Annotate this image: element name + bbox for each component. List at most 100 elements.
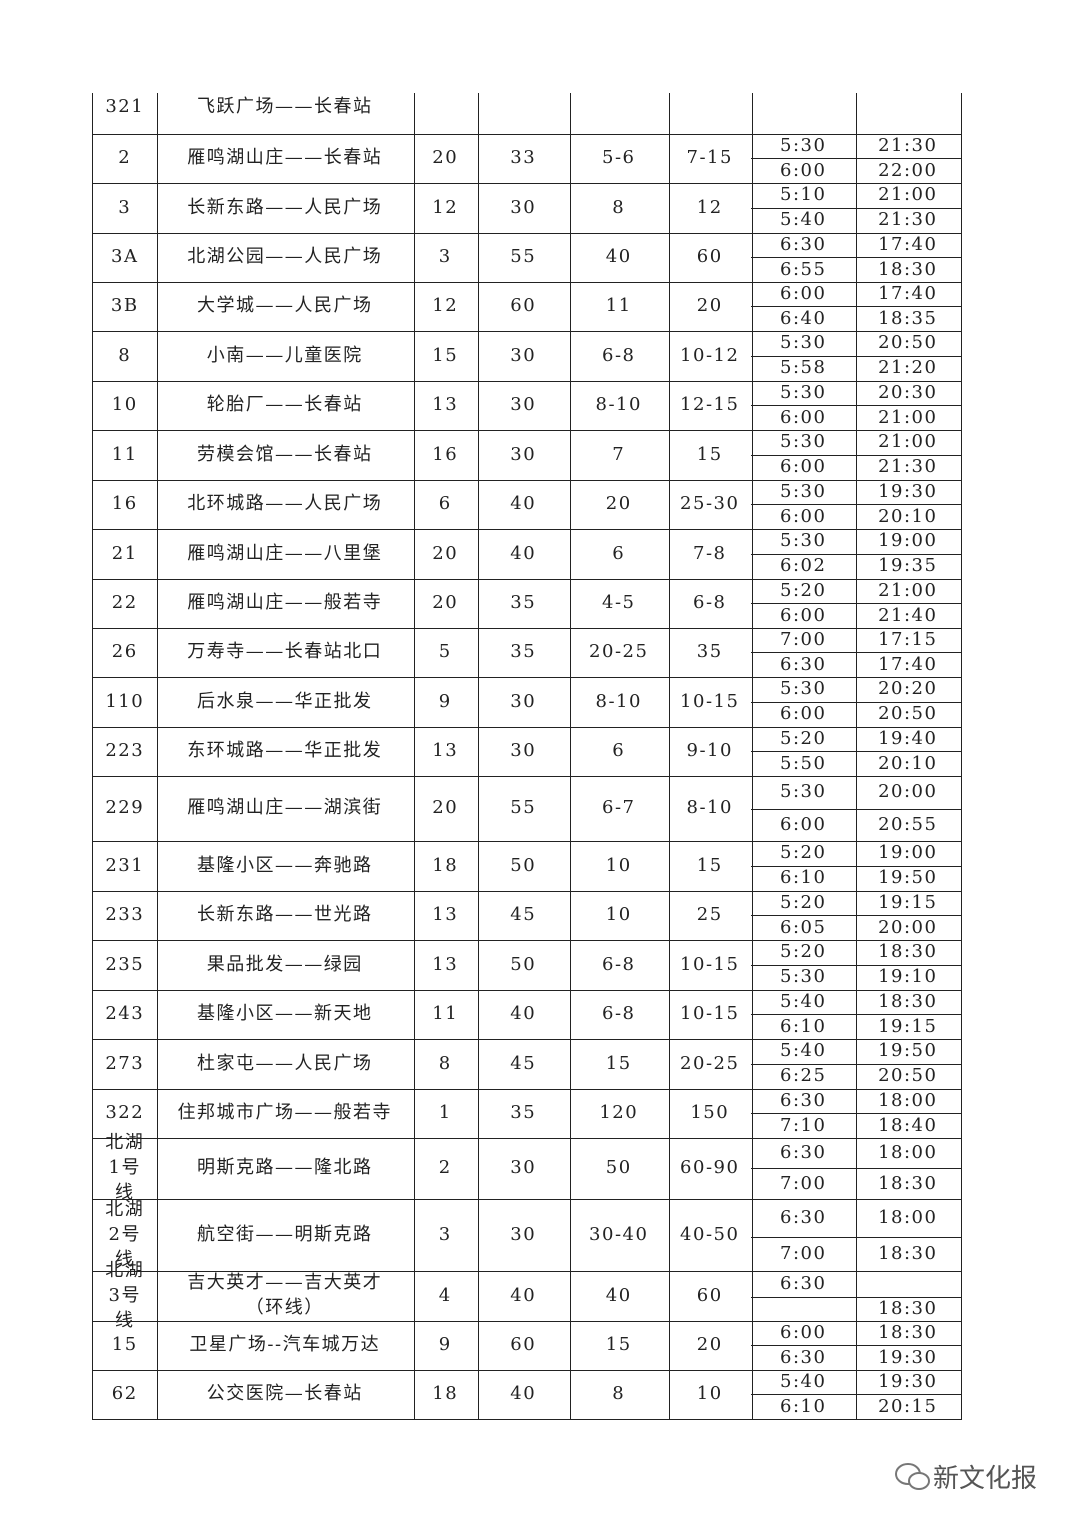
last-bus: 17:40 — [855, 651, 962, 678]
buses-cell: 1 — [413, 1088, 479, 1139]
peak-cell-text: 6 — [612, 740, 626, 762]
first-bus-text: 6:00 — [780, 703, 827, 725]
route-cell: 322 — [92, 1088, 158, 1139]
last-bus: 18:00 — [855, 1088, 962, 1114]
offpeak-cell: 10-15 — [668, 989, 753, 1040]
last-bus: 19:15 — [855, 1013, 962, 1040]
last-bus-text: 17:40 — [878, 653, 938, 675]
route-cell: 北湖3号线 — [92, 1260, 158, 1331]
route-cell: 15 — [92, 1320, 158, 1371]
last-bus-text: 20:00 — [878, 781, 938, 803]
first-bus: 6:10 — [751, 865, 857, 892]
first-bus-text: 5:40 — [780, 991, 827, 1012]
last-bus: 20:10 — [855, 750, 962, 777]
length-cell: 40 — [477, 528, 571, 580]
last-bus: 21:30 — [855, 133, 962, 159]
offpeak-cell-text: 35 — [696, 641, 723, 663]
length-cell-text: 40 — [510, 1003, 537, 1025]
last-bus-text: 21:20 — [878, 357, 938, 379]
last-bus-text: 20:55 — [878, 813, 938, 835]
first-bus: 7:10 — [751, 1112, 857, 1139]
route-cell-text: 北湖2号线 — [105, 1198, 145, 1270]
peak-cell — [569, 93, 670, 135]
route-cell: 22 — [92, 578, 158, 629]
buses-cell: 12 — [413, 281, 479, 332]
length-cell-text: 33 — [510, 147, 537, 169]
route-cell: 62 — [92, 1369, 158, 1420]
last-bus: 22:00 — [855, 157, 962, 184]
last-bus: 18:00 — [855, 1198, 962, 1238]
route-cell: 233 — [92, 890, 158, 941]
last-bus-text: 18:30 — [878, 991, 938, 1012]
buses-cell-text: 13 — [432, 904, 459, 926]
buses-cell: 9 — [413, 1320, 479, 1371]
length-cell-text: 50 — [510, 953, 537, 975]
last-bus-text: 20:50 — [878, 1065, 938, 1087]
first-bus: 6:00 — [751, 602, 857, 629]
first-bus-text: 5:30 — [780, 431, 827, 453]
length-cell-text: 35 — [510, 592, 537, 614]
first-bus: 6:10 — [751, 1013, 857, 1040]
last-bus-text: 19:50 — [878, 1040, 938, 1062]
route-cell: 10 — [92, 380, 158, 431]
last-bus: 19:50 — [855, 865, 962, 892]
peak-cell-text: 15 — [605, 1052, 632, 1074]
peak-cell: 6 — [569, 528, 670, 580]
offpeak-cell-text: 60 — [696, 1284, 723, 1306]
first-bus-text: 6:30 — [780, 1272, 827, 1294]
length-cell: 35 — [477, 578, 571, 629]
first-bus: 6:30 — [751, 1344, 857, 1371]
peak-cell-text: 6-8 — [602, 953, 636, 975]
length-cell-text: 30 — [510, 690, 537, 712]
offpeak-cell: 7-8 — [668, 528, 753, 580]
length-cell: 30 — [477, 726, 571, 777]
length-cell: 40 — [477, 1369, 571, 1420]
first-bus: 6:30 — [751, 1198, 857, 1238]
first-bus: 6:40 — [751, 305, 857, 332]
watermark-text: 新文化报 — [933, 1464, 1038, 1494]
name-cell: 北环城路——人民广场 — [156, 479, 415, 530]
first-bus: 6:00 — [751, 503, 857, 530]
first-bus-text: 7:00 — [780, 629, 827, 650]
buses-cell-text: 6 — [438, 493, 452, 515]
route-cell-text: 223 — [105, 740, 145, 762]
buses-cell: 6 — [413, 479, 479, 530]
peak-cell-text: 40 — [605, 246, 632, 268]
last-bus-text: 21:00 — [878, 580, 938, 601]
buses-cell: 8 — [413, 1038, 479, 1090]
buses-cell-text: 9 — [438, 1334, 452, 1356]
length-cell-text: 55 — [510, 246, 537, 268]
peak-cell-text: 30-40 — [589, 1223, 649, 1245]
last-bus: 20:00 — [855, 914, 962, 941]
offpeak-cell-text: 15 — [696, 443, 723, 465]
first-bus-text: 5:58 — [780, 357, 827, 379]
first-bus-text: 5:40 — [780, 209, 827, 231]
offpeak-cell-text: 25-30 — [680, 493, 740, 515]
peak-cell: 6-8 — [569, 989, 670, 1040]
buses-cell-text: 20 — [432, 147, 459, 169]
last-bus-text: 20:50 — [878, 332, 938, 354]
offpeak-cell: 10-15 — [668, 676, 753, 728]
route-cell: 273 — [92, 1038, 158, 1090]
route-cell-text: 26 — [111, 641, 138, 663]
name-cell: 雁鸣湖山庄——长春站 — [156, 133, 415, 184]
peak-cell-text: 11 — [605, 295, 632, 317]
peak-cell: 11 — [569, 281, 670, 332]
last-bus-text: 19:35 — [878, 555, 938, 577]
route-cell: 21 — [92, 528, 158, 580]
first-bus: 7:00 — [751, 1167, 857, 1200]
length-cell: 45 — [477, 1038, 571, 1090]
first-bus-text: 6:00 — [780, 406, 827, 428]
length-cell-text: 35 — [510, 641, 537, 663]
buses-cell: 3 — [413, 1198, 479, 1272]
length-cell-text: 50 — [510, 854, 537, 876]
buses-cell-text: 13 — [432, 740, 459, 762]
first-bus: 5:30 — [751, 133, 857, 159]
offpeak-cell: 10-12 — [668, 330, 753, 382]
first-bus-text: 6:40 — [780, 307, 827, 329]
first-bus-text: 6:00 — [780, 456, 827, 478]
first-bus-text: 5:20 — [780, 728, 827, 749]
buses-cell-text: 9 — [438, 690, 452, 712]
last-bus-text: 21:30 — [878, 209, 938, 231]
first-bus-text: 5:20 — [780, 941, 827, 963]
